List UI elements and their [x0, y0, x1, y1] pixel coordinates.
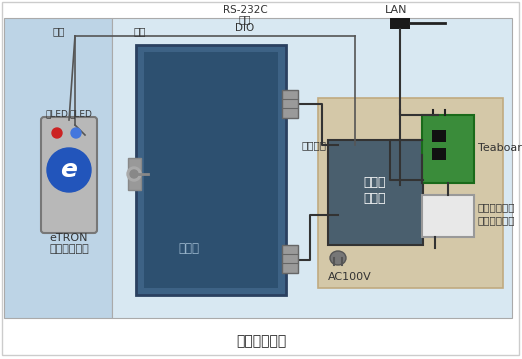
Circle shape — [127, 167, 141, 181]
FancyBboxPatch shape — [41, 117, 97, 233]
Text: 赤LED: 赤LED — [45, 109, 68, 118]
Text: LAN: LAN — [385, 5, 408, 15]
Text: DIO: DIO — [235, 23, 255, 33]
Bar — [422, 115, 474, 183]
Bar — [390, 18, 410, 29]
Circle shape — [52, 128, 62, 138]
Text: 通電金具: 通電金具 — [302, 140, 327, 150]
Bar — [328, 140, 423, 245]
Bar — [282, 90, 298, 118]
Bar — [144, 52, 278, 288]
Circle shape — [71, 128, 81, 138]
Text: 室外: 室外 — [53, 26, 65, 36]
Text: 電気錠セット: 電気錠セット — [236, 334, 286, 348]
Text: 電気錠: 電気錠 — [364, 177, 386, 190]
Text: e: e — [61, 158, 77, 182]
Text: レギュレータ: レギュレータ — [478, 215, 516, 225]
Bar — [282, 245, 298, 273]
Text: Teaboard: Teaboard — [478, 143, 522, 153]
Bar — [318, 98, 503, 288]
Bar — [128, 158, 141, 190]
Text: 電気錠: 電気錠 — [178, 242, 199, 255]
Ellipse shape — [330, 251, 346, 265]
Bar — [136, 45, 286, 295]
Text: 青LED: 青LED — [70, 109, 93, 118]
Text: 電源: 電源 — [239, 14, 251, 24]
Text: AC100V: AC100V — [328, 272, 372, 282]
Text: eTRON: eTRON — [50, 233, 88, 243]
Bar — [432, 130, 446, 142]
Bar — [112, 18, 512, 318]
Bar — [4, 18, 112, 318]
Text: RS-232C: RS-232C — [222, 5, 267, 15]
Circle shape — [47, 148, 91, 192]
Bar — [432, 148, 446, 160]
Circle shape — [130, 170, 138, 178]
Bar — [422, 195, 474, 237]
Text: スイッチング: スイッチング — [478, 202, 516, 212]
Text: カードリーダ: カードリーダ — [49, 244, 89, 254]
Text: 制御盤: 制御盤 — [364, 191, 386, 205]
Text: 室内: 室内 — [134, 26, 146, 36]
